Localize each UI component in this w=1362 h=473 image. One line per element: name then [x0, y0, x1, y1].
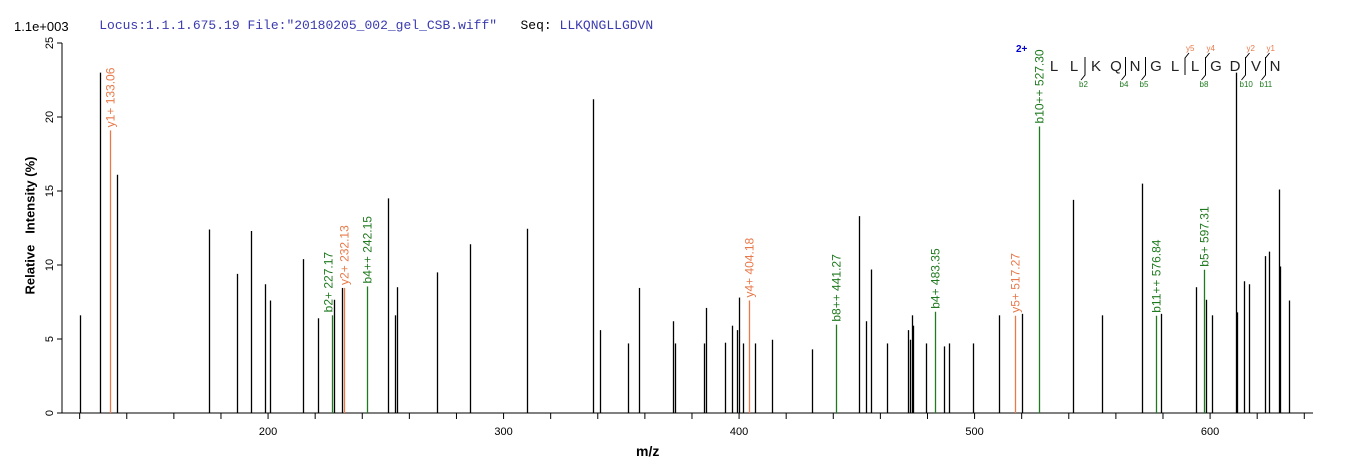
sequence-residue: L — [1070, 58, 1078, 75]
sequence-residue: G — [1150, 58, 1162, 75]
sequence-residue: L — [1191, 58, 1199, 75]
x-tick-label: 200 — [259, 426, 277, 438]
peak-label: b5+ 597.31 — [1198, 206, 1212, 267]
y-ion-marker — [1265, 52, 1270, 75]
b-ion-label: b8 — [1200, 80, 1209, 89]
b-ion-marker — [1261, 57, 1266, 81]
x-tick-label: 400 — [730, 426, 748, 438]
y-ion-marker — [1245, 52, 1250, 75]
peak-label: b2+ 227.17 — [322, 252, 336, 313]
y-tick-label: 0 — [44, 410, 56, 416]
peak-label: b4++ 242.15 — [361, 216, 375, 284]
y-ion-marker — [1205, 52, 1210, 75]
sequence-residue: L — [1171, 58, 1179, 75]
b-ion-label: b4 — [1120, 80, 1129, 89]
locus-file-text: Locus:1.1.1.675.19 File:"20180205_002_ge… — [99, 18, 498, 33]
seq-label: Seq: — [520, 18, 552, 33]
charge-state: 2+ — [1016, 44, 1028, 55]
b-ion-marker — [1080, 57, 1086, 81]
y-ion-label: y5 — [1186, 44, 1195, 53]
peak-label: y1+ 133.06 — [104, 67, 118, 127]
b-ion-marker — [1201, 57, 1206, 81]
sequence-residue: G — [1210, 58, 1222, 75]
y-tick-label: 25 — [44, 37, 56, 49]
peak-label: b10++ 527.30 — [1033, 49, 1047, 123]
b-ion-label: b11 — [1260, 80, 1273, 89]
y-ion-label: y2 — [1247, 44, 1256, 53]
y-ion-label: y1 — [1267, 44, 1276, 53]
peak-label: b8++ 441.27 — [830, 254, 844, 322]
sequence-residue: N — [1130, 58, 1141, 75]
x-axis-label: m/z — [636, 443, 660, 459]
b-ion-marker — [1141, 57, 1146, 81]
x-tick-label: 600 — [1201, 426, 1219, 438]
y-ion-marker — [1184, 52, 1190, 75]
peak-label: y5+ 517.27 — [1009, 253, 1023, 313]
sequence-residue: N — [1270, 58, 1281, 75]
sequence-residue: L — [1050, 58, 1058, 75]
y-tick-label: 5 — [44, 336, 56, 342]
header: Locus:1.1.1.675.19 File:"20180205_002_ge… — [68, 3, 653, 48]
sequence-residue: V — [1251, 58, 1261, 75]
intensity-multiplier: 1.1e+003 — [14, 19, 69, 34]
sequence-residue: Q — [1110, 58, 1122, 75]
sequence-text: LLKQNGLLGDVN — [559, 18, 654, 33]
y-tick-label: 20 — [44, 111, 56, 123]
sequence-residue: K — [1091, 58, 1101, 75]
peak-label: y4+ 404.18 — [743, 237, 757, 297]
peak-label: y2+ 232.13 — [338, 225, 352, 285]
x-tick-label: 500 — [965, 426, 983, 438]
peak-label: b11++ 576.84 — [1150, 239, 1164, 313]
x-tick-label: 300 — [494, 426, 512, 438]
y-tick-label: 15 — [44, 185, 56, 197]
b-ion-label: b10 — [1240, 80, 1254, 89]
b-ion-marker — [1121, 57, 1126, 81]
y-ion-label: y4 — [1207, 44, 1216, 53]
b-ion-marker — [1241, 57, 1246, 81]
b-ion-label: b5 — [1140, 80, 1149, 89]
y-tick-label: 10 — [44, 259, 56, 271]
b-ion-label: b2 — [1079, 80, 1088, 89]
peak-label: b4+ 483.35 — [929, 248, 943, 309]
sequence-residue: D — [1230, 58, 1241, 75]
